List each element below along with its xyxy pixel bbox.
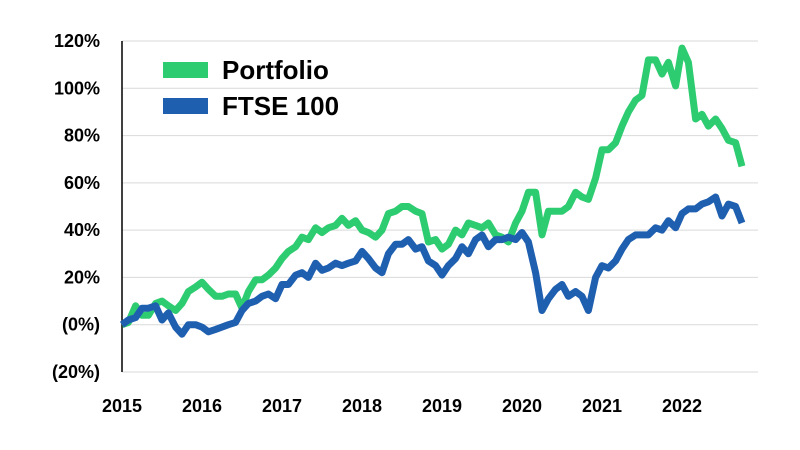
series-lines: [119, 44, 746, 338]
series-line-portfolio: [120, 44, 746, 328]
y-tick-labels: 120% 100% 80% 60% 40% 20% (0%) (20%): [52, 31, 100, 382]
legend-swatch: [163, 98, 208, 114]
x-tick-label: 2019: [422, 396, 462, 416]
series-line-ftse-100: [119, 193, 746, 338]
x-tick-label: 2022: [662, 396, 702, 416]
y-tick-label: (0%): [62, 315, 100, 335]
x-tick-label: 2016: [182, 396, 222, 416]
y-tick-label: 120%: [54, 31, 100, 51]
y-tick-label: 60%: [64, 173, 100, 193]
x-tick-label: 2020: [502, 396, 542, 416]
x-tick-label: 2018: [342, 396, 382, 416]
legend-swatch: [163, 62, 208, 78]
x-tick-labels: 2015 2016 2017 2018 2019 2020 2021 2022: [102, 396, 702, 416]
x-tick-label: 2021: [582, 396, 622, 416]
legend: Portfolio FTSE 100: [163, 55, 339, 121]
x-tick-label: 2017: [262, 396, 302, 416]
y-tick-label: (20%): [52, 362, 100, 382]
x-tick-label: 2015: [102, 396, 142, 416]
y-tick-label: 20%: [64, 267, 100, 287]
gridlines: [122, 40, 758, 373]
legend-label: Portfolio: [222, 55, 329, 85]
y-tick-label: 80%: [64, 126, 100, 146]
legend-label: FTSE 100: [222, 91, 339, 121]
y-tick-label: 40%: [64, 220, 100, 240]
y-tick-label: 100%: [54, 78, 100, 98]
